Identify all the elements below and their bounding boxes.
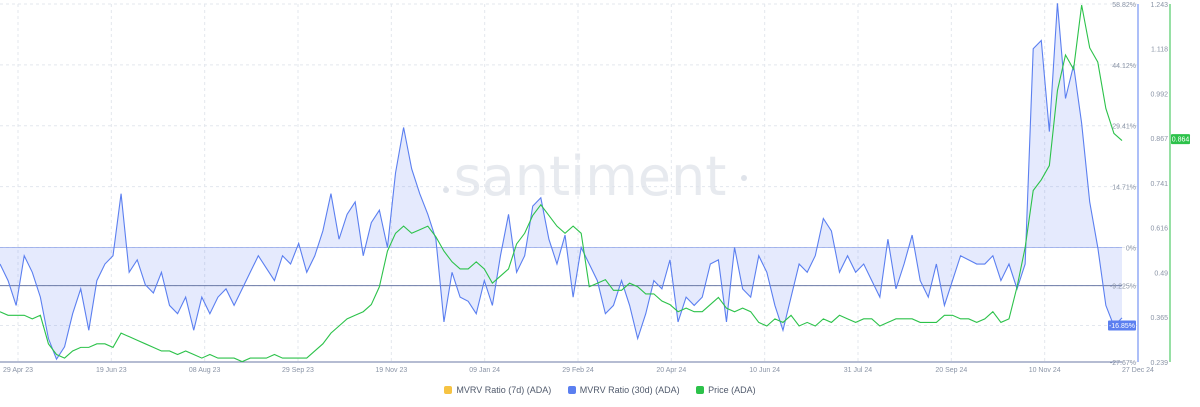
price-tick-label: 0.616 bbox=[1150, 226, 1168, 233]
legend-label-mvrv-7d: MVRV Ratio (7d) (ADA) bbox=[456, 385, 552, 395]
price-tick-label: 0.365 bbox=[1150, 315, 1168, 322]
price-tick-label: 0.239 bbox=[1150, 360, 1168, 367]
mvrv-tick-label: 44.12% bbox=[1112, 63, 1136, 70]
legend-label-mvrv-30d: MVRV Ratio (30d) (ADA) bbox=[579, 385, 680, 395]
price-current-label: 0.864 bbox=[1172, 137, 1190, 144]
x-tick-label: 08 Aug 23 bbox=[189, 367, 221, 374]
x-tick-label: 29 Apr 23 bbox=[3, 367, 33, 374]
x-tick-label: 20 Sep 24 bbox=[935, 367, 967, 374]
x-tick-label: 27 Dec 24 bbox=[1122, 367, 1154, 374]
mvrv-tick-label: 29.41% bbox=[1112, 124, 1136, 131]
price-tick-label: 1.118 bbox=[1151, 47, 1168, 54]
x-tick-label: 29 Feb 24 bbox=[562, 367, 594, 374]
mvrv-tick-label: 0% bbox=[1126, 245, 1136, 252]
legend-label-price: Price (ADA) bbox=[708, 385, 756, 395]
x-tick-label: 20 Apr 24 bbox=[656, 367, 686, 374]
x-tick-label: 19 Jun 23 bbox=[96, 367, 127, 374]
mvrv-30d-line bbox=[0, 3, 1123, 361]
price-tick-label: 1.243 bbox=[1150, 2, 1168, 9]
legend-swatch-price bbox=[696, 386, 705, 394]
price-tick-label: 0.867 bbox=[1150, 136, 1168, 143]
x-tick-label: 10 Nov 24 bbox=[1029, 367, 1061, 374]
legend-item-mvrv-7d[interactable]: MVRV Ratio (7d) (ADA) bbox=[444, 385, 551, 395]
mvrv-tick-label: -9.225% bbox=[1110, 284, 1136, 291]
legend-item-mvrv-30d[interactable]: MVRV Ratio (30d) (ADA) bbox=[567, 385, 680, 395]
x-tick-label: 19 Nov 23 bbox=[375, 367, 407, 374]
price-line bbox=[0, 4, 1123, 363]
santiment-watermark: santiment bbox=[454, 145, 727, 208]
price-tick-label: 0.49 bbox=[1154, 271, 1168, 278]
legend-item-price[interactable]: Price (ADA) bbox=[696, 385, 756, 395]
x-tick-label: 29 Sep 23 bbox=[282, 367, 314, 374]
mvrv-tick-label: -27.67% bbox=[1110, 360, 1136, 367]
x-tick-label: 31 Jul 24 bbox=[844, 367, 873, 374]
x-tick-label: 10 Jun 24 bbox=[749, 367, 780, 374]
watermark-dot-right bbox=[741, 175, 747, 181]
watermark-dot-left bbox=[443, 187, 449, 193]
chart-legend: MVRV Ratio (7d) (ADA) MVRV Ratio (30d) (… bbox=[0, 385, 1200, 396]
price-tick-label: 0.992 bbox=[1150, 92, 1168, 99]
price-tick-label: 0.741 bbox=[1150, 181, 1168, 188]
mvrv-tick-label: 58.82% bbox=[1112, 2, 1136, 9]
x-tick-label: 09 Jan 24 bbox=[469, 367, 500, 374]
legend-swatch-mvrv-30d bbox=[567, 386, 576, 394]
mvrv-tick-label: 14.71% bbox=[1112, 185, 1136, 192]
legend-swatch-mvrv-7d bbox=[444, 386, 453, 394]
price-current-badge bbox=[1171, 134, 1190, 145]
mvrv-30d-current-badge bbox=[1108, 320, 1136, 331]
mvrv-30d-current-label: -16.85% bbox=[1109, 323, 1135, 330]
